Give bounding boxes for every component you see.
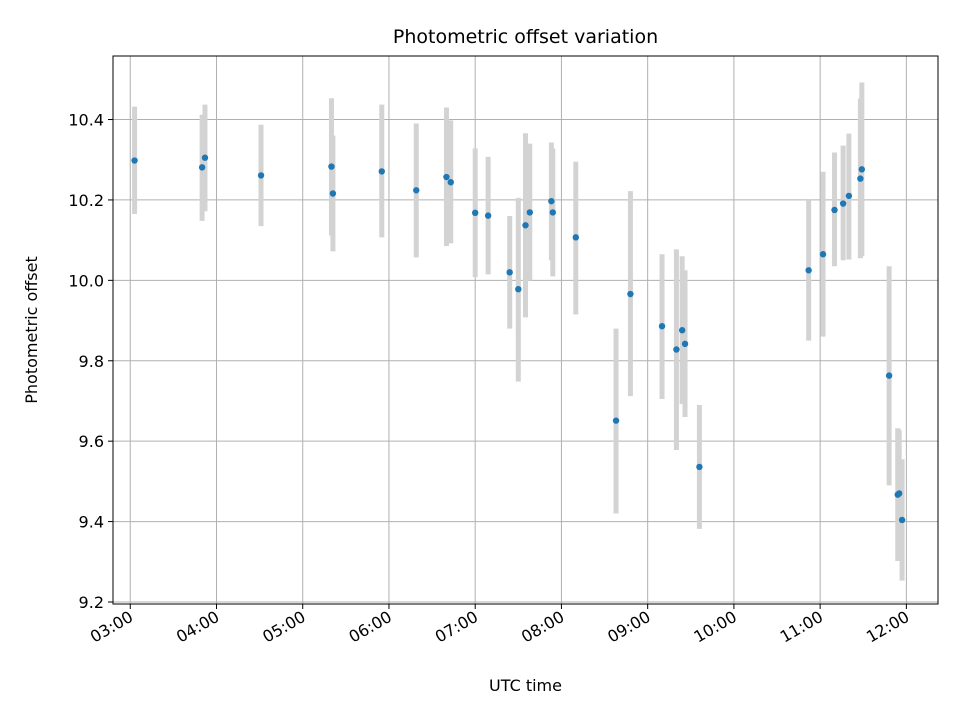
data-point	[681, 340, 689, 348]
data-point	[845, 192, 853, 200]
data-point	[257, 172, 265, 179]
y-tick-label: 9.6	[79, 432, 104, 451]
data-point	[548, 197, 555, 205]
data-point	[678, 327, 686, 334]
data-point	[898, 516, 906, 524]
data-point	[413, 187, 420, 194]
y-tick-label: 10.4	[68, 111, 104, 130]
data-point	[895, 490, 903, 497]
data-point	[378, 168, 385, 175]
data-point	[658, 322, 666, 330]
data-point	[522, 222, 529, 229]
data-point	[858, 166, 866, 173]
data-point	[131, 157, 138, 164]
data-point	[443, 173, 450, 181]
data-point	[549, 209, 557, 216]
plot-frame	[112, 55, 939, 605]
y-tick-label: 9.8	[79, 352, 104, 371]
data-point	[328, 163, 335, 170]
data-point	[612, 417, 620, 424]
data-point	[857, 175, 864, 182]
data-point	[471, 209, 479, 217]
data-point	[526, 209, 534, 216]
data-point	[885, 372, 893, 379]
data-point	[805, 267, 812, 274]
data-point	[515, 285, 522, 293]
y-tick-label: 10.0	[68, 271, 104, 290]
data-point	[447, 179, 454, 186]
data-point	[696, 463, 703, 471]
y-tick-label: 10.2	[68, 191, 104, 210]
data-point	[831, 206, 838, 214]
data-point	[819, 251, 827, 258]
data-point	[572, 234, 580, 241]
data-point	[198, 164, 206, 171]
y-tick-label: 9.2	[79, 593, 104, 612]
x-axis-label: UTC time	[489, 676, 562, 695]
y-tick-label: 9.4	[79, 513, 104, 532]
data-point	[627, 290, 634, 298]
data-point	[839, 200, 847, 207]
y-axis-label: Photometric offset	[22, 256, 41, 404]
data-point	[201, 154, 209, 161]
data-points	[131, 154, 906, 524]
data-point	[506, 269, 513, 276]
chart-title: Photometric offset variation	[393, 26, 658, 48]
data-point	[329, 190, 337, 197]
data-point	[673, 346, 680, 353]
data-point	[484, 212, 492, 219]
